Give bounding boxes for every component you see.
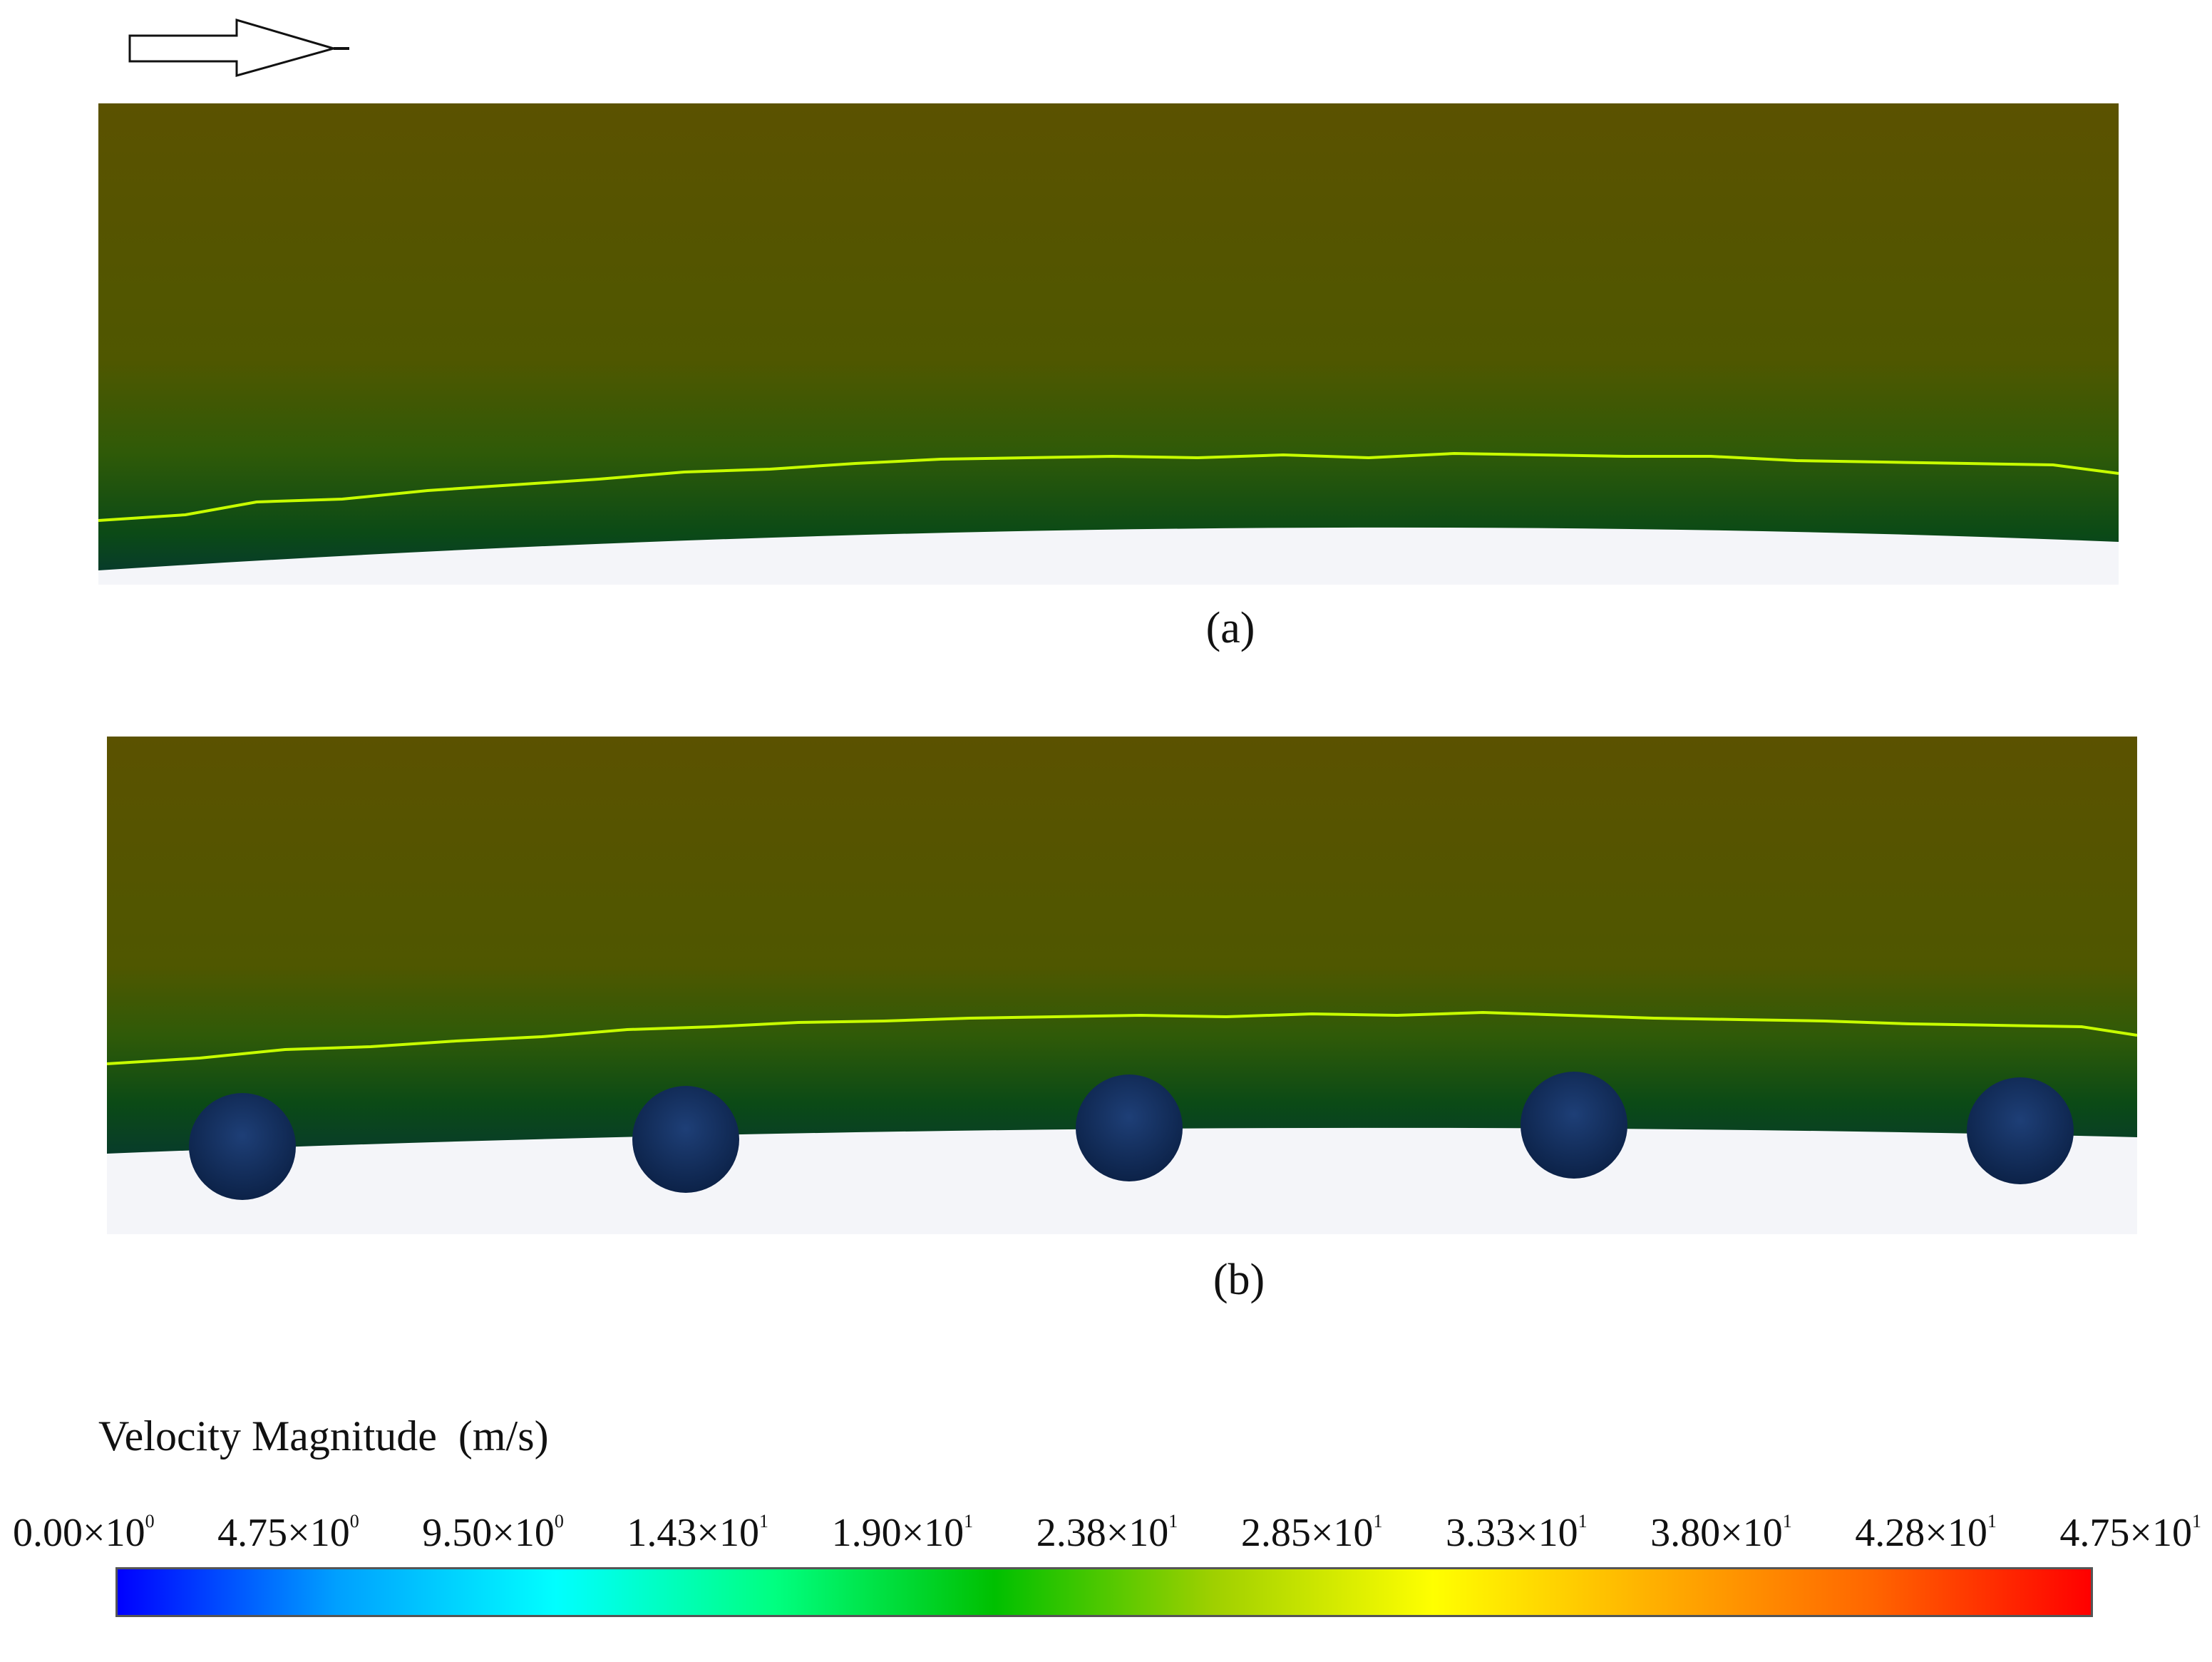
tick-mantissa: 4.75×10	[2059, 1511, 2192, 1555]
colorbar-tick-label: 3.80×101	[1650, 1510, 1792, 1556]
colorbar-tick-label: 4.75×101	[2059, 1510, 2201, 1556]
tick-exponent: 1	[1578, 1511, 1588, 1532]
panel-b-contour	[106, 737, 2138, 1234]
tick-mantissa: 4.75×10	[217, 1511, 350, 1555]
tick-mantissa: 3.33×10	[1445, 1511, 1578, 1555]
panel-b-boundary-layer-edge	[106, 1010, 2138, 1065]
colorbar-tick-label: 2.85×101	[1241, 1510, 1383, 1556]
panel-a-contour	[98, 103, 2119, 585]
colorbar-tick-label: 1.43×101	[627, 1510, 768, 1556]
tick-exponent: 0	[349, 1511, 359, 1532]
colorbar-tick-label: 4.28×101	[1855, 1510, 1997, 1556]
tick-mantissa: 3.80×10	[1650, 1511, 1783, 1555]
tick-exponent: 1	[1782, 1511, 1792, 1532]
panel-b-label: (b)	[1213, 1256, 1265, 1304]
tick-exponent: 1	[1168, 1511, 1178, 1532]
legend-title: Velocity Magnitude (m/s)	[98, 1412, 549, 1460]
colorbar-tick-label: 0.00×100	[13, 1510, 155, 1556]
colorbar-tick-label: 4.75×100	[217, 1510, 359, 1556]
colorbar-tick-label: 2.38×101	[1036, 1510, 1178, 1556]
tick-exponent: 1	[1373, 1511, 1383, 1532]
tick-mantissa: 2.38×10	[1036, 1511, 1169, 1555]
flow-direction-arrow	[128, 18, 338, 77]
panel-b-bumps	[189, 1072, 2074, 1200]
colorbar-tick-label: 1.90×101	[832, 1510, 974, 1556]
bump	[632, 1086, 739, 1193]
colorbar-tick-labels: 0.00×100 4.75×100 9.50×100 1.43×101 1.90×101…	[13, 1510, 2201, 1556]
tick-mantissa: 1.43×10	[627, 1511, 760, 1555]
tick-mantissa: 4.28×10	[1855, 1511, 1987, 1555]
bump	[1521, 1072, 1627, 1179]
bump	[189, 1093, 296, 1200]
bump	[1076, 1074, 1183, 1181]
tick-mantissa: 2.85×10	[1240, 1511, 1374, 1555]
panel-a-flow-field	[98, 103, 2119, 570]
tick-exponent: 1	[1987, 1511, 1997, 1532]
tick-exponent: 1	[759, 1511, 769, 1532]
panel-b-flow-field	[107, 737, 2137, 1154]
tick-mantissa: 0.00×10	[13, 1511, 145, 1555]
colorbar-tick-label: 9.50×100	[422, 1510, 564, 1556]
colorbar-tick-label: 3.33×101	[1446, 1510, 1588, 1556]
tick-mantissa: 1.90×10	[831, 1511, 964, 1555]
colorbar	[115, 1567, 2093, 1617]
tick-exponent: 1	[2192, 1511, 2201, 1532]
panel-a-label: (a)	[1205, 604, 1255, 652]
panel-a-boundary-layer-edge	[98, 451, 2119, 522]
tick-exponent: 0	[145, 1511, 155, 1532]
bump	[1967, 1077, 2074, 1184]
tick-mantissa: 9.50×10	[422, 1511, 555, 1555]
tick-exponent: 0	[554, 1511, 564, 1532]
tick-exponent: 1	[964, 1511, 974, 1532]
